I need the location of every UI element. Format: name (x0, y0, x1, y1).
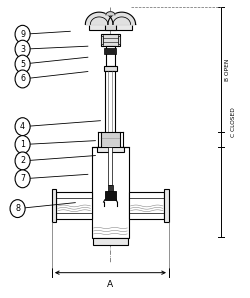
Bar (103, 66, 117, 71)
Bar (92, 238, 128, 245)
Text: 5: 5 (20, 60, 25, 69)
Text: B OPEN: B OPEN (224, 59, 230, 81)
Bar (100, 35, 102, 44)
Text: A: A (107, 280, 113, 289)
Bar (105, 71, 115, 134)
Bar (56, 192, 91, 219)
Circle shape (15, 152, 30, 170)
Bar (129, 192, 164, 219)
Bar (164, 189, 168, 222)
Text: 6: 6 (20, 74, 25, 83)
Bar (100, 34, 120, 46)
Circle shape (10, 200, 25, 218)
Bar (104, 48, 116, 54)
Bar (97, 147, 123, 152)
Circle shape (15, 70, 30, 88)
Text: 9: 9 (20, 30, 25, 39)
Bar (107, 185, 113, 191)
Text: 3: 3 (20, 45, 25, 54)
Bar (118, 35, 120, 44)
Circle shape (15, 136, 30, 153)
Circle shape (15, 40, 30, 58)
Text: 8: 8 (15, 204, 20, 213)
Bar (104, 191, 116, 200)
Polygon shape (106, 12, 114, 15)
Circle shape (15, 55, 30, 73)
Bar (52, 189, 56, 222)
Circle shape (15, 118, 30, 136)
Text: 4: 4 (20, 122, 25, 131)
Bar (104, 15, 116, 30)
Bar (89, 24, 131, 30)
Text: 7: 7 (20, 174, 25, 183)
Circle shape (15, 25, 30, 43)
Bar (91, 147, 129, 238)
Text: C CLOSED: C CLOSED (230, 107, 235, 137)
Bar (105, 46, 115, 66)
Text: 2: 2 (20, 156, 25, 165)
Circle shape (15, 170, 30, 188)
Bar (108, 147, 112, 185)
Text: 1: 1 (20, 140, 25, 149)
Bar (100, 132, 120, 147)
